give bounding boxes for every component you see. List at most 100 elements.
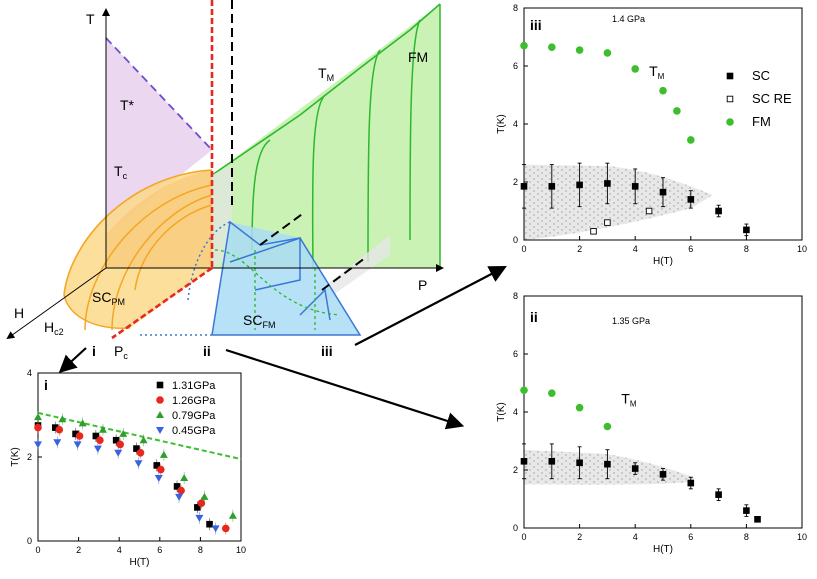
cut-line-iii [321, 257, 366, 291]
y-tick-label: 2 [513, 465, 518, 475]
x-tick-label: 4 [633, 532, 638, 542]
fm-curve-3 [367, 49, 381, 263]
data-point-1-26gpa [221, 524, 230, 533]
data-point-fm [575, 46, 584, 54]
x-tick-label: 8 [744, 244, 749, 254]
data-point-0-79gpa [98, 425, 107, 433]
panel-ii: 0 2 4 6 8 10 0 2 4 6 8 H(T) T(K) ii 1.35 GPa TM [496, 291, 807, 555]
data-point-0-45gpa [73, 441, 82, 449]
scpm-main: SC [92, 289, 111, 305]
phase-diagram: T H P T* Tc TM FM SCPM SCFM Hc2 Pc i ii … [6, 0, 507, 430]
legend-label: 1.26GPa [172, 395, 216, 407]
data-point-sc [631, 183, 639, 190]
data-point-1-26gpa [116, 440, 125, 449]
scfm-dotted-edge [187, 221, 231, 301]
data-point-fm [659, 86, 667, 95]
x-tick-label: 0 [521, 244, 526, 254]
legend-label: FM [752, 114, 771, 129]
data-point-1-31gpa [133, 445, 140, 452]
tc-surface [106, 170, 212, 268]
pm-curve-4 [134, 204, 213, 291]
data-point-fm [631, 65, 639, 73]
data-point-sc [576, 181, 583, 189]
x-tick-label: 10 [797, 532, 807, 542]
panel-title: 1.35 GPa [612, 316, 650, 326]
x-tick-label: 0 [35, 545, 40, 555]
data-point-sc [604, 180, 611, 187]
plot-frame [523, 295, 803, 529]
data-point-sc [520, 183, 528, 190]
tm-sub: M [630, 399, 637, 408]
scpm-label: SCPM [92, 289, 125, 307]
pc-main: P [114, 343, 123, 359]
panel-title: 1.4 GPa [612, 14, 645, 24]
x-tick-label: 2 [76, 545, 81, 555]
y-axis-label: T(K) [10, 447, 21, 466]
data-point-1-31gpa [112, 436, 120, 444]
arrow-to-i [58, 347, 87, 373]
t-axis-label: T [86, 11, 95, 27]
data-point-1-31gpa [92, 432, 100, 440]
tstar-label: T* [120, 97, 135, 113]
data-point-fm [520, 41, 528, 50]
legend-label: SC [752, 68, 770, 83]
scpm-sub: PM [111, 297, 125, 307]
data-point-sc [743, 507, 750, 514]
pc-diagonal-line [111, 266, 213, 340]
data-point-0-79gpa [180, 474, 189, 481]
cut-ii-label: ii [203, 343, 211, 359]
data-point-fm [673, 107, 681, 115]
legend-marker [726, 72, 734, 80]
panel-label: iii [530, 17, 542, 33]
x-axis-label: H(T) [653, 544, 673, 555]
y-axis-label: T(K) [496, 114, 507, 133]
h-axis-label: H [14, 305, 24, 321]
y-tick-label: 4 [27, 368, 32, 378]
tc-label: Tc [114, 163, 128, 181]
pm-curve-3 [111, 194, 213, 331]
legend-marker [156, 396, 164, 404]
cut-i-label: i [92, 343, 96, 359]
data-point-1-26gpa [177, 486, 185, 495]
scfm-outline [211, 220, 362, 336]
cut-line-ii [259, 211, 306, 246]
data-point-0-45gpa [195, 514, 204, 522]
data-point-sc [687, 479, 695, 487]
x-tick-label: 2 [577, 532, 582, 542]
panel-iii: 0 2 4 6 8 10 0 2 4 6 8 H(T) T(K) iii 1.4 GPa TM SC SC RE F… [496, 3, 807, 267]
data-point-0-45gpa [34, 441, 42, 449]
data-point-sc [687, 196, 695, 203]
data-point-sc [715, 207, 722, 215]
legend-label: SC RE [752, 91, 792, 106]
data-point-fm [575, 403, 584, 412]
data-point-0-45gpa [93, 445, 102, 453]
pm-curve-1 [63, 169, 213, 296]
data-point-0-45gpa [154, 475, 163, 482]
data-point-1-26gpa [197, 499, 206, 508]
data-point-1-31gpa [194, 504, 201, 511]
arrow-to-iii [354, 265, 507, 346]
data-point-0-45gpa [114, 449, 123, 457]
scfm-dashed-curve [214, 249, 341, 316]
x-tick-label: 10 [236, 545, 246, 555]
panel-i: 0 2 4 6 8 10 0 2 4 H(T) T(K) i 1.31GPa 1.26GPa 0.79GPa… [10, 368, 246, 568]
y-tick-label: 2 [513, 177, 518, 187]
tm-main: T [621, 390, 630, 406]
data-point-fm [548, 389, 556, 397]
y-tick-label: 8 [513, 291, 518, 301]
x-tick-label: 6 [688, 532, 693, 542]
data-point-1-26gpa [75, 432, 84, 440]
data-point-0-45gpa [53, 439, 62, 447]
y-tick-label: 0 [27, 536, 32, 546]
data-point-1-31gpa [173, 483, 181, 490]
panel-label: i [44, 377, 48, 393]
hc2-curve [63, 294, 131, 329]
data-point-0-79gpa [200, 492, 209, 500]
legend-marker [726, 95, 734, 103]
y-tick-label: 4 [513, 119, 518, 129]
tm-main: T [649, 63, 658, 79]
hc2-sub: c2 [54, 327, 64, 337]
scfm-region [212, 222, 360, 335]
hc2-label: Hc2 [44, 319, 64, 337]
